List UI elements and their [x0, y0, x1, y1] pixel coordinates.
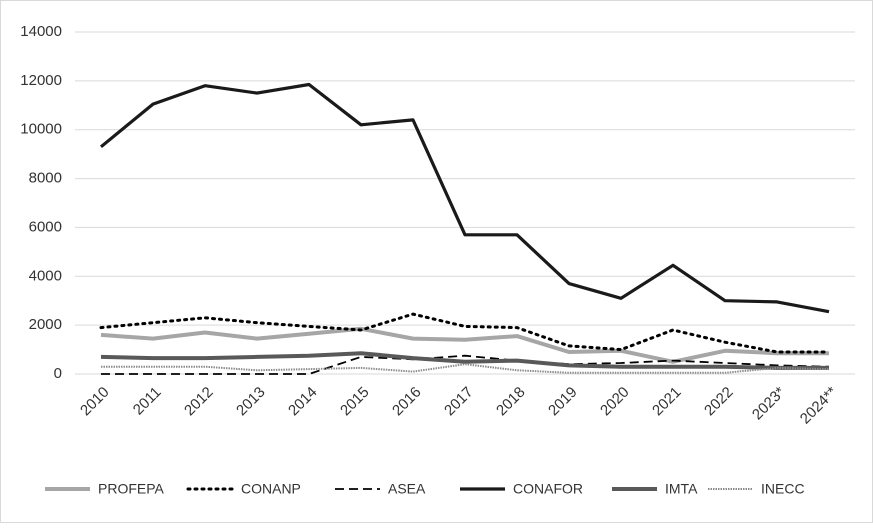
y-tick-label: 4000: [29, 267, 62, 284]
series-line: [101, 354, 830, 375]
legend-label: INECC: [761, 481, 805, 497]
y-tick-label: 12000: [20, 72, 62, 89]
legend-label: ASEA: [388, 481, 426, 497]
legend-label: CONAFOR: [513, 481, 583, 497]
y-tick-label: 10000: [20, 121, 62, 138]
y-tick-label: 6000: [29, 218, 62, 235]
y-tick-label: 0: [54, 365, 62, 382]
series-line: [99, 312, 831, 354]
legend-label: IMTA: [665, 481, 698, 497]
legend-label: CONANP: [241, 481, 301, 497]
series-line: [101, 363, 830, 374]
series-line: [99, 82, 830, 314]
series-line: [100, 351, 829, 370]
y-tick-label: 8000: [29, 170, 62, 187]
legend-label: PROFEPA: [98, 481, 165, 497]
series-line: [100, 326, 829, 364]
y-tick-label: 2000: [29, 316, 62, 333]
y-tick-label: 14000: [20, 23, 62, 40]
